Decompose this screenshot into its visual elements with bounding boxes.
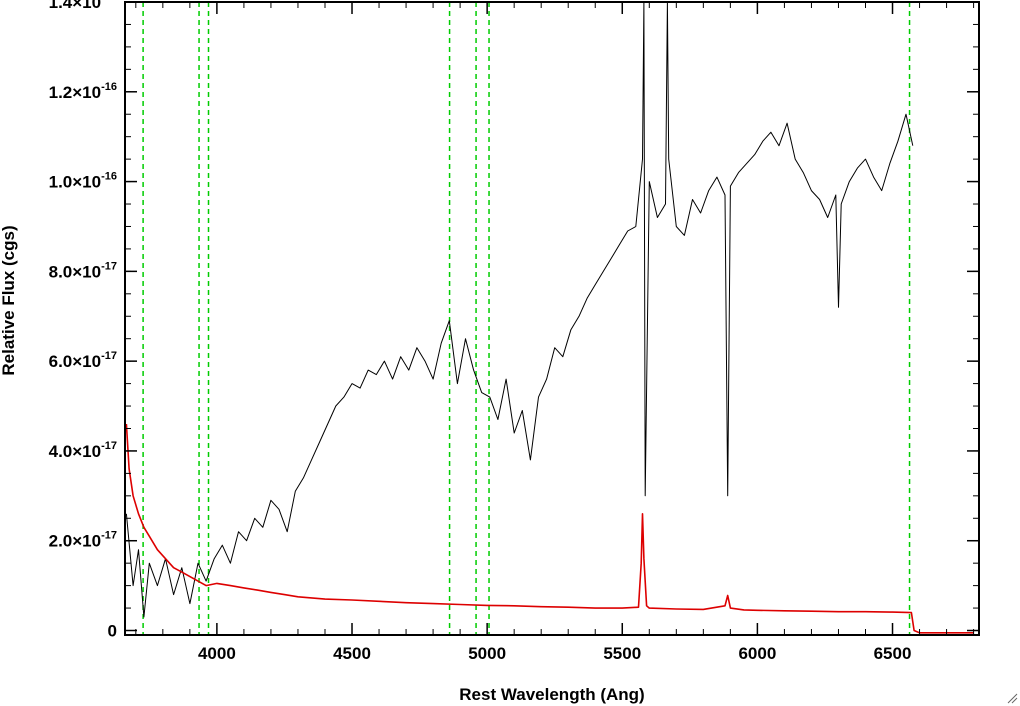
x-tick-label: 5500 xyxy=(603,644,641,663)
x-tick-label: 4500 xyxy=(333,644,371,663)
plot-frame xyxy=(124,1,980,636)
y-tick-label: 1.0×10-16 xyxy=(49,171,117,192)
x-tick-label: 6000 xyxy=(738,644,776,663)
x-tick-label: 4000 xyxy=(198,644,236,663)
y-tick-label: 6.0×10-17 xyxy=(49,350,117,371)
reference-lines xyxy=(142,2,911,635)
x-tick-label: 6500 xyxy=(874,644,912,663)
error-series-line xyxy=(125,423,974,634)
y-axis-label: Relative Flux (cgs) xyxy=(0,225,18,375)
y-tick-label: 1.2×10-16 xyxy=(49,81,117,102)
y-tick-label: 2.0×10-17 xyxy=(49,530,117,551)
series-layer xyxy=(125,1,974,634)
x-tick-label: 5000 xyxy=(468,644,506,663)
y-tick-label: 8.0×10-17 xyxy=(49,260,117,281)
y-tick-label: 0 xyxy=(108,622,117,641)
resize-grip-icon[interactable] xyxy=(1006,692,1018,704)
x-axis-label: Rest Wavelength (Ang) xyxy=(459,685,644,704)
x-tick-labels: 4000 4500 5000 5500 6000 6500 xyxy=(198,644,911,663)
y-tick-label: 4.0×10-17 xyxy=(49,440,117,461)
y-tick-label: 1.4×10-16 xyxy=(49,0,117,12)
axis-ticks xyxy=(125,1,979,635)
flux-series-line xyxy=(125,1,914,618)
y-tick-labels: 0 2.0×10-17 4.0×10-17 6.0×10-17 8.0×10-17 1.0… xyxy=(49,0,117,641)
